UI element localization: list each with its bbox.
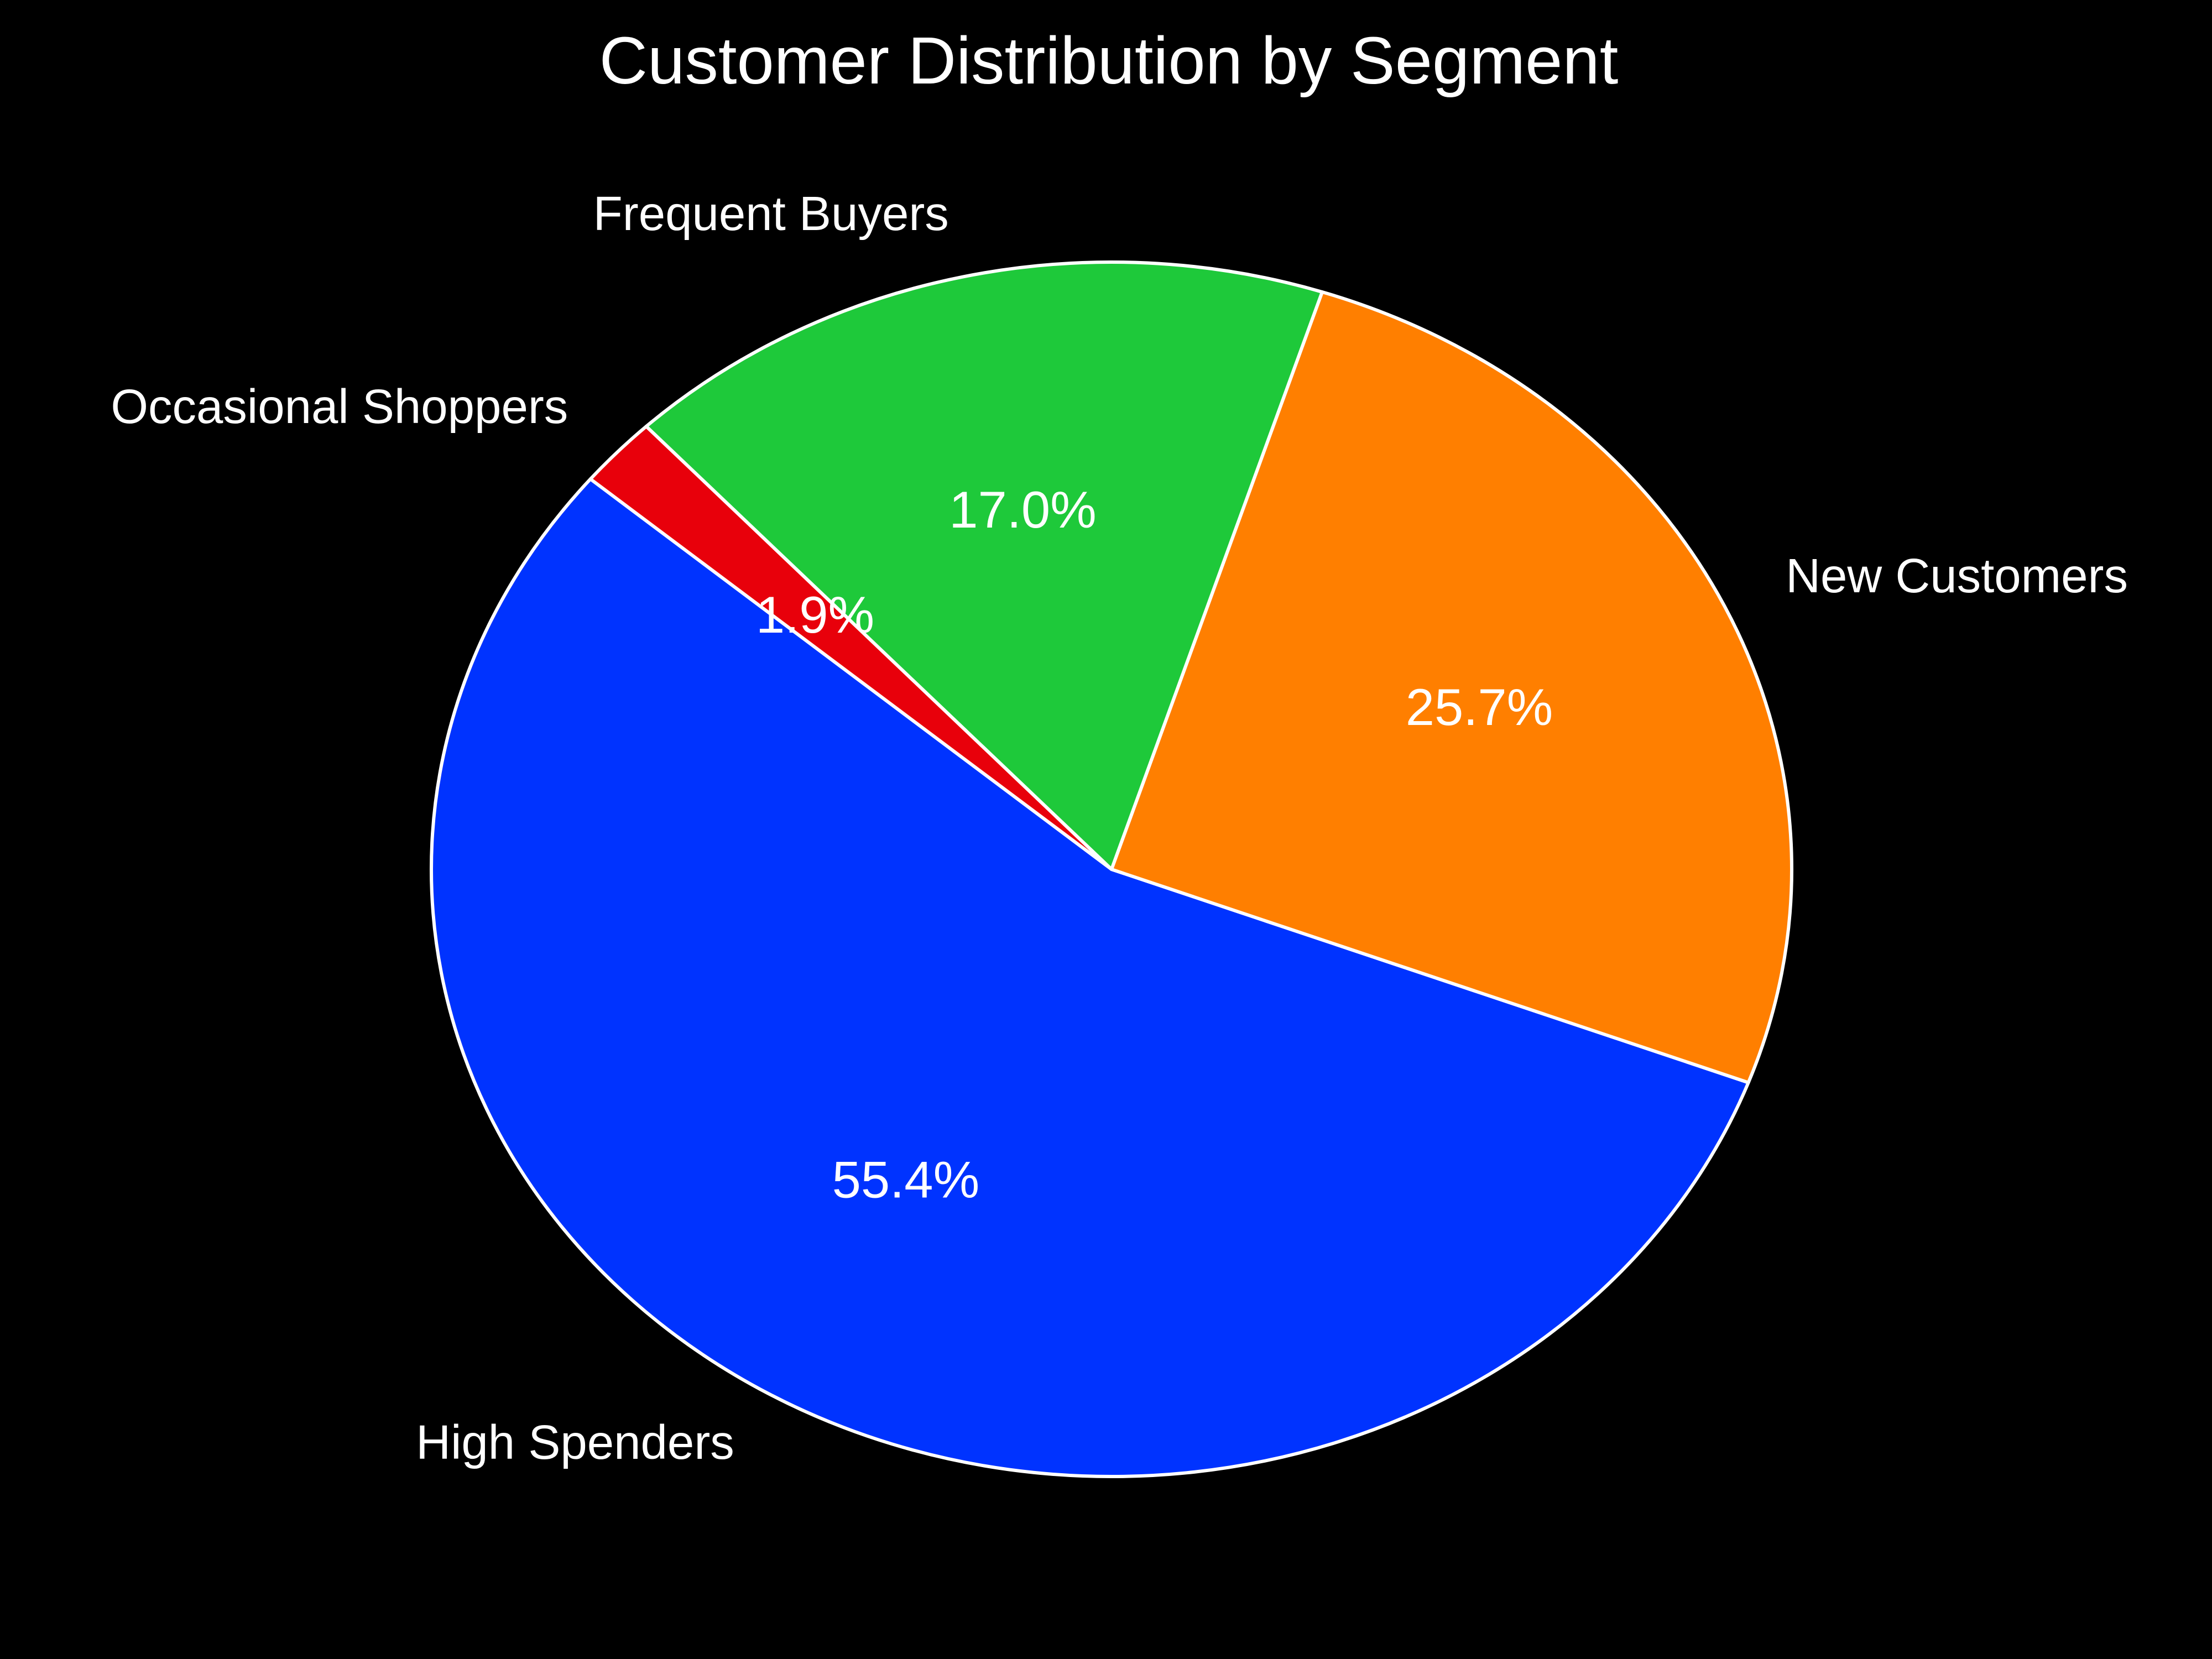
slice-label-occasional-shoppers: Occasional Shoppers [111,380,568,434]
pie-slice-high-spenders [430,477,1750,1478]
slice-label-new-customers: New Customers [1786,549,2128,603]
chart-title: Customer Distribution by Segment [599,23,1619,98]
slice-label-frequent-buyers: Frequent Buyers [593,187,949,241]
slice-percent-frequent-buyers: 17.0% [949,481,1097,539]
pie-slices [430,260,1793,1478]
pie-slice-frequent-buyers [644,260,1324,871]
pie-outer-labels: High Spenders New Customers Frequent Buyer… [111,187,2128,1469]
pie-slice-new-customers [1110,290,1793,1084]
slice-percent-new-customers: 25.7% [1406,678,1553,736]
slice-label-high-spenders: High Spenders [416,1416,734,1469]
pie-slice-occasional-shoppers [588,425,1113,871]
pie-percent-labels: 55.4% 25.7% 17.0% 1.9% [756,481,1553,1209]
slice-percent-occasional-shoppers: 1.9% [756,586,874,644]
slice-percent-high-spenders: 55.4% [832,1151,980,1209]
